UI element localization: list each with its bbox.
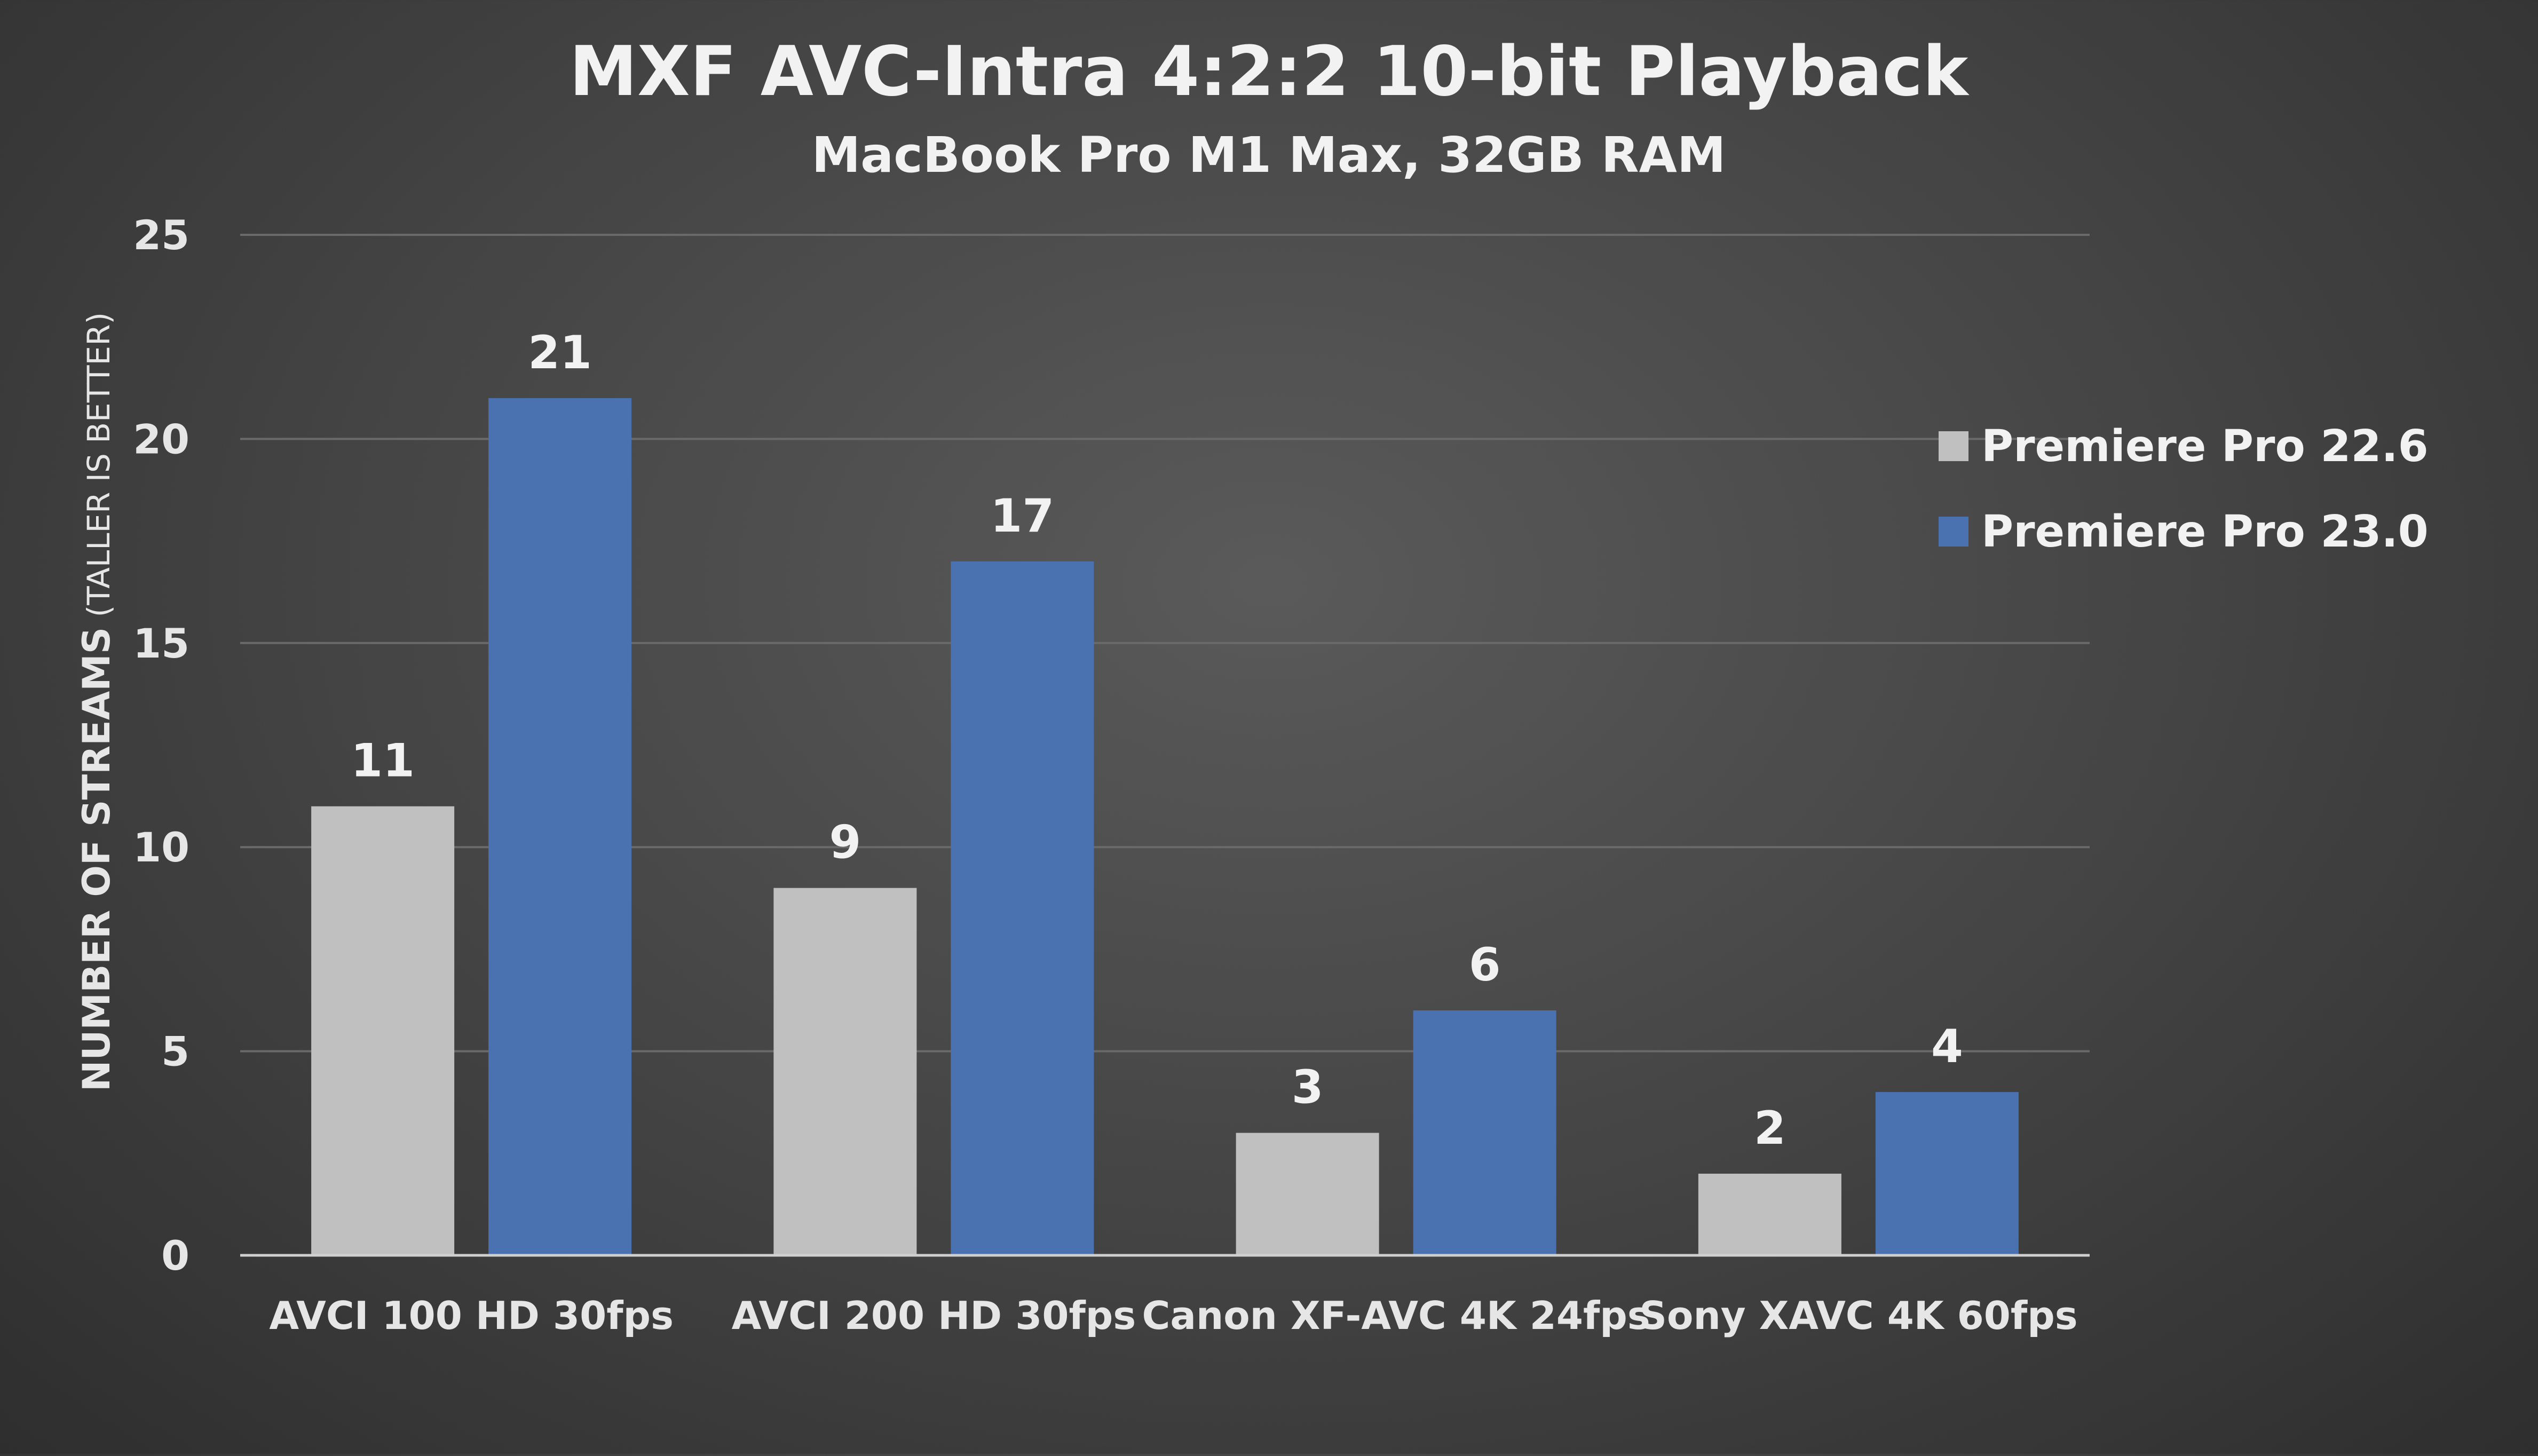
x-tick-label: AVCI 200 HD 30fps [732,1293,1136,1338]
data-label: 6 [1469,938,1501,992]
data-label: 17 [991,489,1055,543]
data-label: 3 [1292,1061,1324,1114]
data-label: 21 [528,326,592,379]
data-label: 2 [1754,1102,1786,1155]
bar [951,561,1094,1255]
value-labels: 11 21 9 17 3 6 2 4 [351,326,1963,1155]
bar [1236,1133,1379,1255]
y-tick-label: 25 [133,211,189,259]
bar [1413,1010,1556,1255]
y-tick-label: 15 [133,620,189,667]
data-label: 9 [829,816,861,869]
x-tick-label: Sony XAVC 4K 60fps [1639,1293,2077,1338]
bar [488,398,632,1256]
y-tick-label: 20 [133,415,189,463]
legend-label: Premiere Pro 23.0 [1981,507,2429,557]
x-axis-ticks: AVCI 100 HD 30fps AVCI 200 HD 30fps Canon … [269,1293,2077,1338]
legend: Premiere Pro 22.6 Premiere Pro 23.0 [1939,421,2429,557]
y-tick-label: 0 [161,1232,189,1279]
y-axis-label: NUMBER OF STREAMS (TALLER IS BETTER) [75,312,118,1091]
legend-swatch [1939,431,1968,461]
y-tick-label: 10 [133,824,189,871]
bar [1875,1092,2019,1255]
y-axis-label-note: (TALLER IS BETTER) [81,312,117,627]
legend-label: Premiere Pro 22.6 [1981,421,2429,472]
chart-title: MXF AVC-Intra 4:2:2 10-bit Playback [570,32,1970,112]
x-tick-label: Canon XF-AVC 4K 24fps [1142,1293,1650,1338]
y-tick-label: 5 [161,1028,189,1075]
bar [773,888,917,1255]
data-label: 4 [1931,1020,1963,1073]
chart-subtitle: MacBook Pro M1 Max, 32GB RAM [812,126,1726,184]
data-label: 11 [351,734,415,788]
y-axis-ticks: 0 5 10 15 20 25 [133,211,189,1279]
bars [311,398,2019,1256]
y-axis-label-main: NUMBER OF STREAMS [75,627,118,1091]
legend-swatch [1939,517,1968,547]
bar [311,806,455,1255]
bar [1698,1174,1841,1255]
x-tick-label: AVCI 100 HD 30fps [269,1293,674,1338]
